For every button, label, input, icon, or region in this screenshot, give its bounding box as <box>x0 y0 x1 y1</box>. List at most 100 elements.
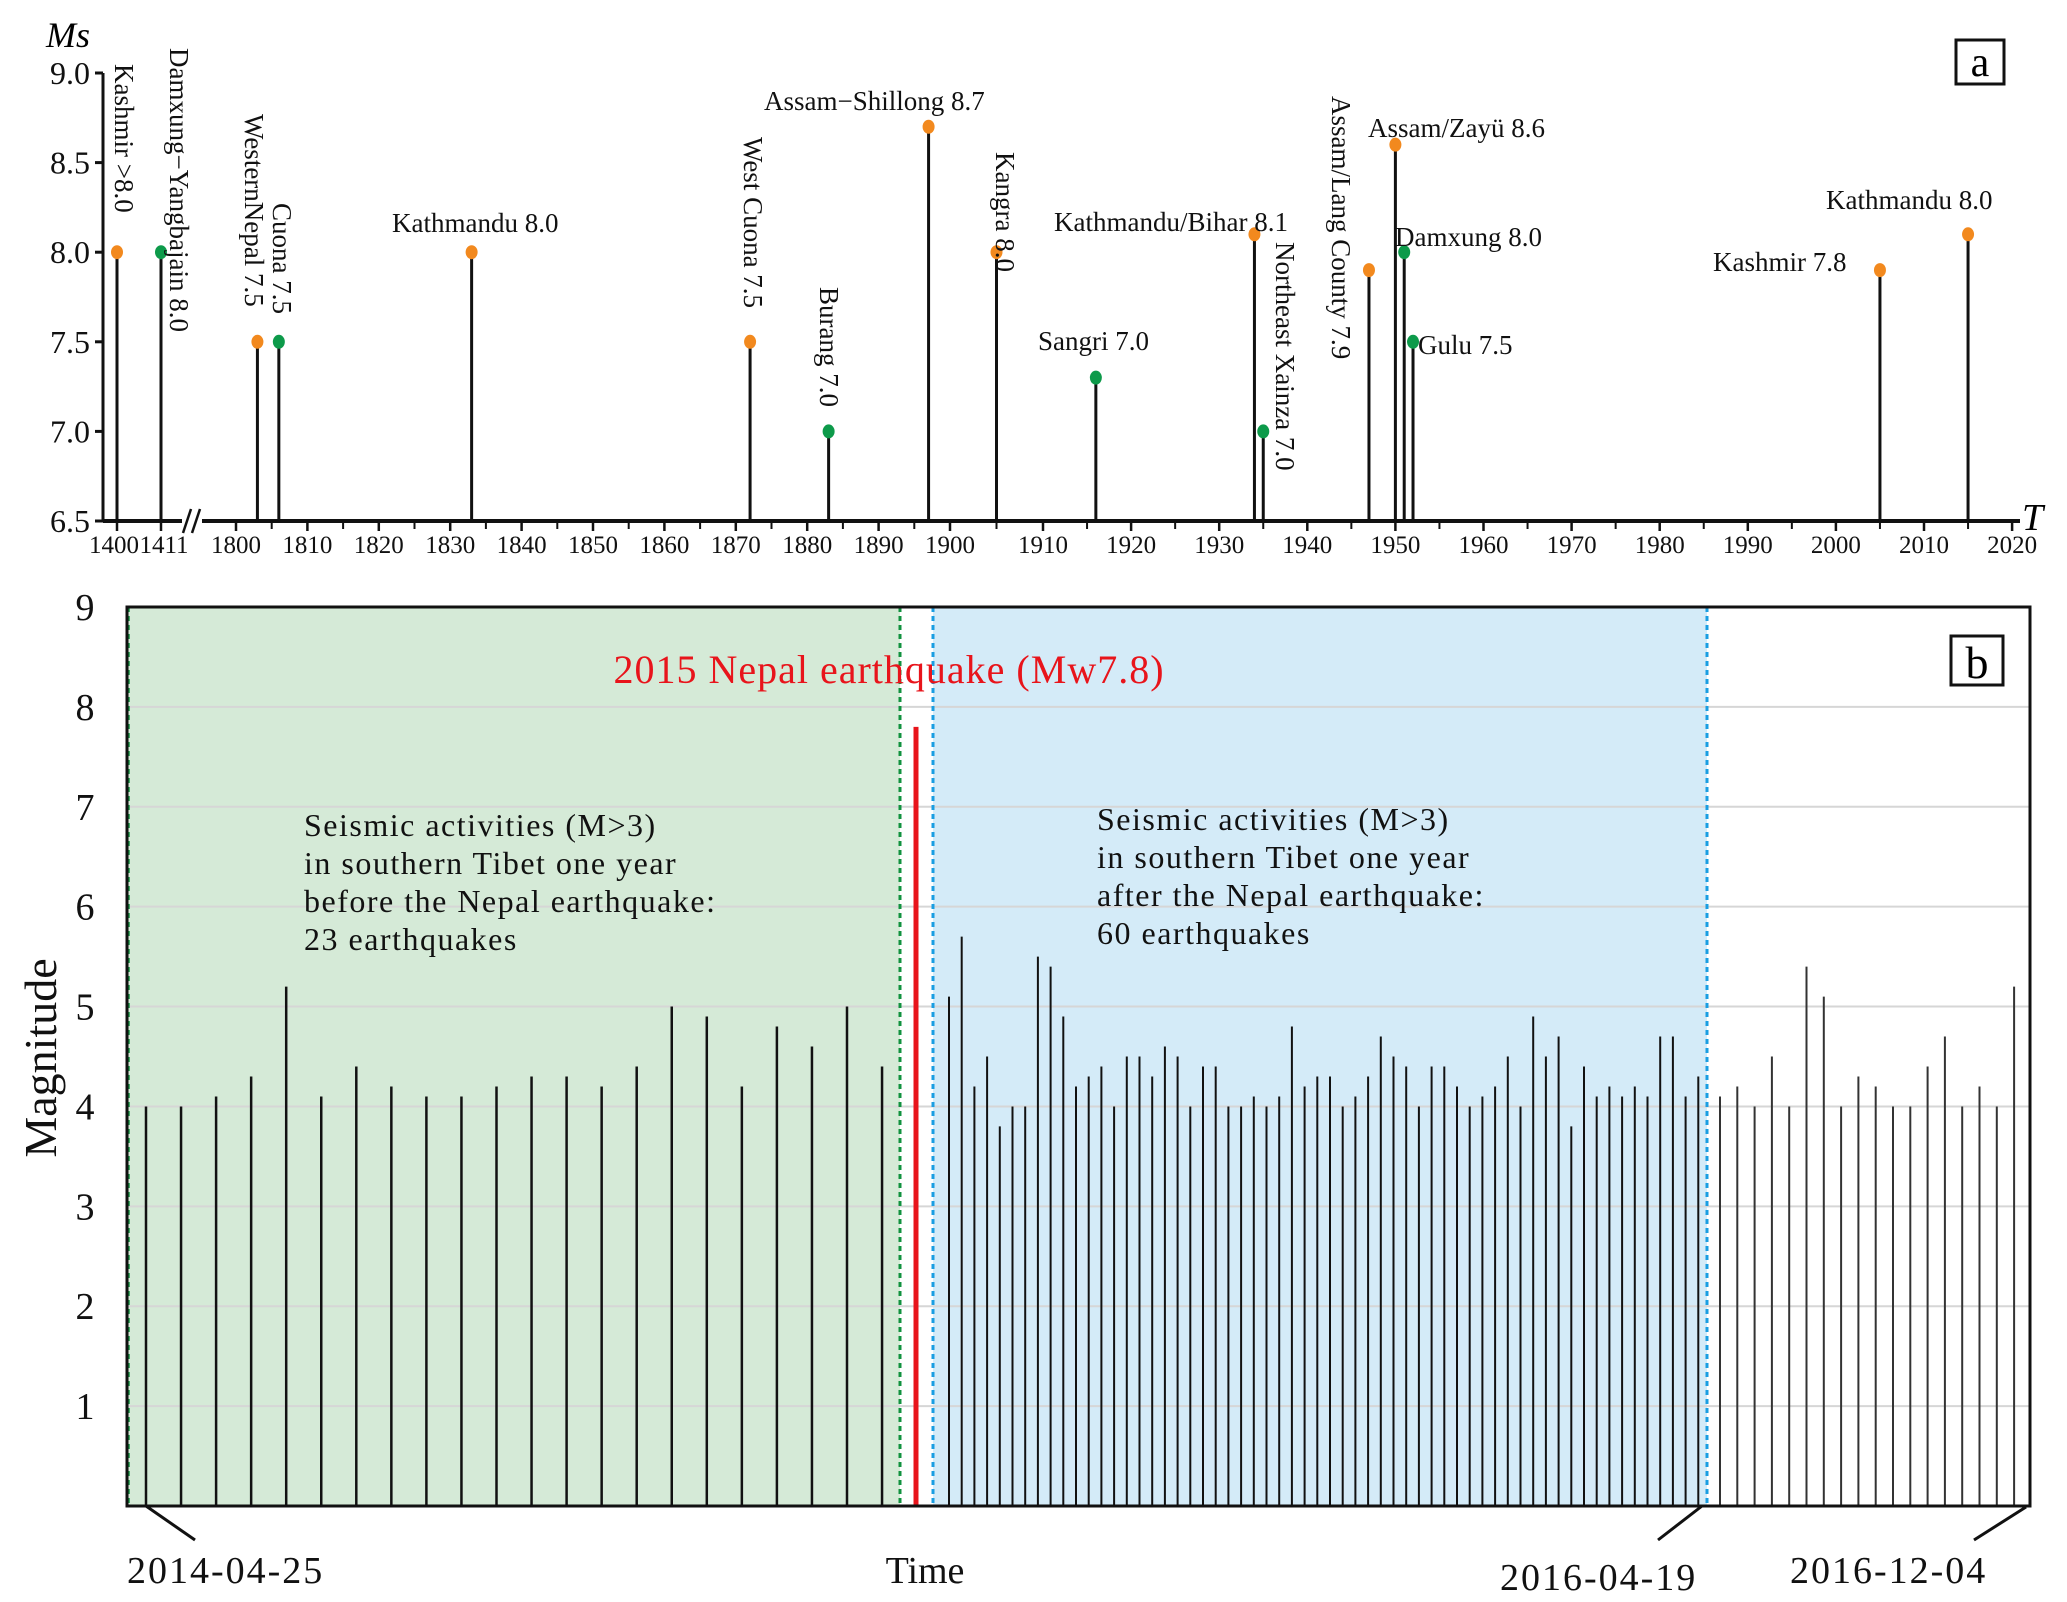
earthquake-event: Kathmandu 8.0 <box>1826 185 1992 521</box>
x-tick-label: 1990 <box>1723 532 1773 559</box>
y-tick-label: 9.0 <box>50 55 90 91</box>
panel-b-label: b <box>1966 637 1989 688</box>
x-tick-label: 1860 <box>639 532 689 559</box>
event-dot-green <box>272 334 285 349</box>
event-dot-orange <box>1389 137 1402 152</box>
x-axis-label-t: T <box>2022 497 2046 539</box>
y-tick-label: 7.0 <box>50 413 90 449</box>
after-text-line: in southern Tibet one year <box>1097 839 1470 875</box>
panel-b-seismic-activity: b 2015 Nepal earthquake (Mw7.8) 1 2 3 4 5 6 7 8… <box>15 587 2032 1599</box>
date-label-mid: 2016-04-19 <box>1500 1557 1697 1599</box>
date-tick-end <box>1973 1505 2027 1542</box>
event-label: WesternNepal 7.5 <box>239 114 269 307</box>
event-dot-green <box>822 424 835 439</box>
x-tick-label: 1870 <box>711 532 761 559</box>
earthquake-event: Kangra 8.0 <box>990 152 1020 521</box>
after-annotation: Seismic activities (M>3) in southern Tib… <box>1097 801 1485 951</box>
earthquake-event: Northeast Xainza 7.0 <box>1257 242 1300 521</box>
x-tick-label: 1400 <box>89 532 139 559</box>
before-text-line: 23 earthquakes <box>304 921 518 957</box>
earthquake-event: Kashmir 7.8 <box>1713 247 1886 521</box>
earthquake-event: Sangri 7.0 <box>1038 326 1149 521</box>
panel-a-label-box <box>1954 38 2006 86</box>
before-text-line: Seismic activities (M>3) <box>304 807 657 843</box>
earthquake-event: Damxung 8.0 <box>1395 222 1542 521</box>
panel-b-frame <box>125 605 2032 1508</box>
event-dot-green <box>155 245 167 260</box>
event-dot-orange <box>744 334 757 349</box>
panel-b-label-box <box>1949 634 2005 687</box>
y-tick-label: 2 <box>76 1286 95 1328</box>
after-period-band <box>933 607 1707 1506</box>
y-tick-label: 7.5 <box>50 324 90 360</box>
event-label: Kathmandu 8.0 <box>1826 185 1992 215</box>
earthquake-event: Assam−Shillong 8.7 <box>764 86 985 521</box>
x-tick-label: 1890 <box>854 532 904 559</box>
x-tick-label: 1920 <box>1106 532 1156 559</box>
date-labels: 2014-04-25 2016-04-19 2016-12-04 <box>127 1550 1987 1599</box>
x-tick-label: 1960 <box>1459 532 1509 559</box>
x-tick-label: 1930 <box>1194 532 1244 559</box>
after-text-line: Seismic activities (M>3) <box>1097 801 1450 837</box>
event-dot-orange <box>1362 263 1375 278</box>
earthquake-event: Damxung−Yangbajain 8.0 <box>155 48 194 521</box>
after-text-line: after the Nepal earthquake: <box>1097 877 1485 913</box>
y-tick-label: 5 <box>76 987 95 1029</box>
date-tick-lines <box>145 1504 2027 1542</box>
event-dot-orange <box>990 245 1003 260</box>
event-dot-green <box>1089 370 1102 385</box>
earthquake-event: Kashmir >8.0 <box>109 64 139 521</box>
date-label-end: 2016-12-04 <box>1790 1550 1987 1592</box>
event-dot-orange <box>251 334 264 349</box>
before-text-line: before the Nepal earthquake: <box>304 883 716 919</box>
x-tick-label: 1830 <box>425 532 475 559</box>
earthquake-event: Assam/Lang County 7.9 <box>1326 96 1375 521</box>
event-label: Assam−Shillong 8.7 <box>764 86 985 116</box>
event-label: Kashmir >8.0 <box>109 64 139 213</box>
event-label: Damxung 8.0 <box>1395 222 1542 252</box>
event-label: Kashmir 7.8 <box>1713 247 1846 277</box>
event-label: Assam/Lang County 7.9 <box>1326 96 1356 359</box>
x-tick-label: 2000 <box>1811 532 1861 559</box>
x-tick-label: 1950 <box>1370 532 1420 559</box>
event-dot-orange <box>1248 227 1261 242</box>
y-tick-label: 8 <box>76 687 95 729</box>
x-tick-label: 1970 <box>1547 532 1597 559</box>
mainshock-title: 2015 Nepal earthquake (Mw7.8) <box>613 647 1164 692</box>
earthquake-event: Burang 7.0 <box>814 287 844 521</box>
event-label: Kathmandu/Bihar 8.1 <box>1054 207 1288 237</box>
y-axis-label-ms: Ms <box>45 15 90 55</box>
before-text-line: in southern Tibet one year <box>304 845 677 881</box>
y-axis-label-magnitude: Magnitude <box>15 958 66 1157</box>
x-tick-label: 1810 <box>282 532 332 559</box>
after-text-line: 60 earthquakes <box>1097 915 1311 951</box>
x-tick-label: 1880 <box>782 532 832 559</box>
earthquake-event: Kathmandu 8.0 <box>392 208 558 521</box>
x-tick-label: 1850 <box>568 532 618 559</box>
y-tick-label: 6 <box>76 887 95 929</box>
date-label-start: 2014-04-25 <box>127 1550 324 1592</box>
event-label: Damxung−Yangbajain 8.0 <box>164 48 194 332</box>
x-axis-label-time: Time <box>886 1550 965 1592</box>
event-dot-green <box>1257 424 1270 439</box>
y-tick-label: 1 <box>76 1386 95 1428</box>
x-tick-label: 2010 <box>1899 532 1949 559</box>
earthquake-event: Gulu 7.5 <box>1407 330 1513 521</box>
event-dot-orange <box>922 119 935 134</box>
event-label: Cuona 7.5 <box>267 203 297 314</box>
event-dot-orange <box>111 245 123 260</box>
before-period-band <box>128 607 900 1506</box>
x-tick-label: 1980 <box>1635 532 1685 559</box>
event-dot-green <box>1398 245 1411 260</box>
y-tick-label: 8.5 <box>50 145 90 181</box>
earthquake-event: Cuona 7.5 <box>267 203 297 521</box>
panel-a-label: a <box>1971 40 1990 86</box>
y-tick-label: 3 <box>76 1186 95 1228</box>
event-label: Gulu 7.5 <box>1418 330 1513 360</box>
earthquake-event: WesternNepal 7.5 <box>239 114 269 521</box>
date-tick-start <box>145 1504 196 1542</box>
earthquake-event: Assam/Zayü 8.6 <box>1368 113 1545 521</box>
y-tick-label: 6.5 <box>50 503 90 539</box>
x-tick-label: 2020 <box>1987 532 2037 559</box>
x-tick-label: 1820 <box>354 532 404 559</box>
